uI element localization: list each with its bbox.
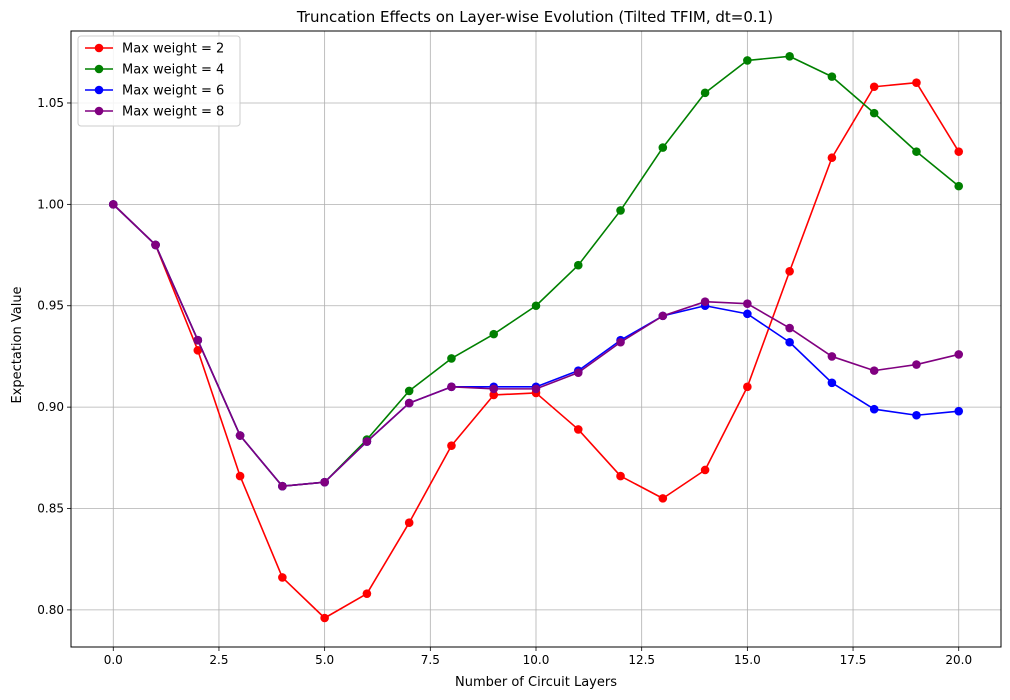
x-tick-label: 10.0: [523, 653, 550, 667]
data-point: [743, 309, 752, 319]
data-point: [869, 366, 879, 375]
data-point: [743, 299, 752, 309]
data-point: [700, 297, 710, 306]
data-point: [954, 406, 964, 416]
data-point: [447, 382, 456, 392]
x-tick-label: 17.5: [840, 653, 867, 667]
data-point: [320, 477, 329, 487]
data-point: [827, 153, 837, 163]
axis-ticks: 0.0 2.5 5.0 7.5 10.0 12.5 15.0 17.5 20.0 0.80 0.85…: [37, 96, 972, 667]
data-point: [869, 82, 879, 92]
data-point: [700, 465, 710, 475]
x-tick-label: 15.0: [734, 653, 761, 667]
data-point: [447, 441, 456, 450]
data-point: [489, 329, 499, 339]
x-tick-label: 12.5: [628, 653, 655, 667]
data-point: [658, 494, 668, 503]
legend-label: Max weight = 6: [122, 84, 224, 99]
data-point: [743, 56, 752, 65]
data-point: [151, 240, 160, 250]
x-tick-label: 5.0: [315, 653, 334, 667]
data-point: [447, 354, 456, 363]
y-tick-label: 0.95: [37, 299, 64, 313]
y-axis-title: Expectation Value: [10, 286, 25, 403]
legend-label: Max weight = 8: [122, 105, 224, 120]
data-point: [743, 382, 752, 392]
legend-item: Max weight = 4: [85, 63, 224, 78]
data-point: [912, 410, 921, 420]
y-tick-label: 1.05: [37, 96, 64, 110]
legend-item: Max weight = 6: [85, 84, 224, 99]
data-point: [489, 390, 499, 400]
data-point: [193, 335, 203, 345]
data-point: [616, 471, 625, 481]
legend-marker: [94, 106, 104, 116]
data-point: [404, 518, 414, 528]
legend-label: Max weight = 4: [122, 63, 224, 78]
data-point: [912, 78, 921, 88]
data-point: [489, 384, 499, 394]
legend-marker: [94, 64, 104, 74]
y-tick-label: 0.80: [37, 603, 64, 617]
series-group: [108, 52, 964, 623]
data-point: [785, 337, 794, 347]
y-tick-label: 0.90: [37, 400, 64, 414]
x-tick-label: 0.0: [104, 653, 123, 667]
legend-item: Max weight = 8: [85, 105, 224, 120]
data-point: [954, 147, 964, 156]
data-point: [827, 72, 837, 81]
x-axis-title: Number of Circuit Layers: [455, 675, 617, 690]
series-4: [108, 200, 964, 491]
y-tick-label: 1.00: [37, 197, 64, 211]
data-point: [531, 301, 541, 311]
data-point: [658, 143, 668, 152]
data-point: [869, 404, 879, 414]
data-point: [235, 471, 245, 481]
y-tick-label: 0.85: [37, 502, 64, 516]
data-point: [616, 206, 625, 215]
data-point: [658, 311, 668, 321]
data-point: [362, 437, 372, 446]
data-point: [404, 398, 414, 408]
data-point: [912, 147, 921, 156]
legend: Max weight = 2 Max weight = 4 Max weight =…: [77, 35, 241, 127]
data-point: [785, 52, 794, 61]
data-point: [573, 368, 583, 377]
data-point: [108, 200, 118, 209]
data-point: [531, 384, 541, 394]
data-point: [827, 352, 837, 361]
data-point: [869, 108, 879, 118]
data-point: [573, 425, 583, 434]
legend-frame: [77, 35, 241, 127]
data-point: [785, 266, 794, 276]
data-point: [362, 589, 372, 598]
legend-label: Max weight = 2: [122, 42, 224, 57]
data-point: [404, 386, 414, 396]
data-point: [827, 378, 837, 388]
data-point: [954, 181, 964, 191]
legend-marker: [94, 85, 104, 95]
data-point: [912, 360, 921, 369]
data-point: [278, 573, 287, 582]
data-point: [700, 88, 710, 98]
legend-marker: [94, 43, 104, 53]
data-point: [573, 260, 583, 270]
data-point: [616, 337, 625, 347]
legend-item: Max weight = 2: [85, 42, 224, 57]
x-tick-label: 2.5: [209, 653, 228, 667]
data-point: [785, 323, 794, 333]
data-point: [235, 431, 245, 440]
data-point: [320, 613, 329, 623]
data-point: [954, 350, 964, 359]
data-point: [193, 346, 203, 355]
chart-title: Truncation Effects on Layer-wise Evoluti…: [296, 8, 773, 26]
x-tick-label: 7.5: [421, 653, 440, 667]
x-tick-label: 20.0: [945, 653, 972, 667]
data-point: [278, 481, 287, 491]
